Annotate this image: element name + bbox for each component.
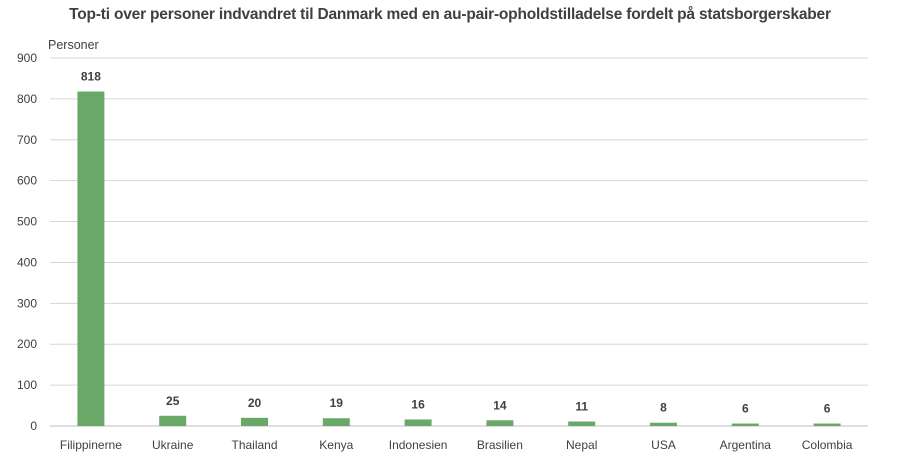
bar [77, 91, 105, 426]
bars [77, 91, 841, 426]
data-label: 25 [166, 394, 180, 408]
data-label: 6 [824, 402, 831, 416]
bar [731, 423, 759, 426]
y-tick-label: 100 [17, 378, 37, 392]
y-tick-label: 500 [17, 215, 37, 229]
data-label: 8 [660, 401, 667, 415]
y-tick-label: 0 [30, 419, 37, 433]
y-tick-label: 400 [17, 255, 37, 269]
data-label: 6 [742, 402, 749, 416]
x-axis-ticks: Filippinerne Ukraine Thailand Kenya Indonesi… [60, 438, 853, 452]
y-axis-unit-label: Personer [48, 38, 99, 52]
gridlines [50, 57, 868, 427]
x-tick-label: Kenya [319, 438, 353, 452]
y-tick-label: 900 [17, 51, 37, 65]
bar [404, 419, 432, 426]
y-tick-label: 800 [17, 92, 37, 106]
y-tick-label: 700 [17, 133, 37, 147]
data-label: 16 [411, 397, 425, 411]
bar [568, 421, 596, 426]
bar [241, 417, 268, 426]
data-labels: 818 25 20 19 16 14 11 8 6 6 [81, 70, 831, 416]
data-label: 19 [330, 396, 344, 410]
chart-title: Top-ti over personer indvandret til Danm… [69, 6, 831, 23]
x-tick-label: Indonesien [389, 438, 448, 452]
bar [813, 423, 841, 426]
x-tick-label: Colombia [802, 438, 853, 452]
x-tick-label: Nepal [566, 438, 597, 452]
x-tick-label: Ukraine [152, 438, 194, 452]
y-tick-label: 300 [17, 296, 37, 310]
bar [322, 418, 350, 426]
data-label: 11 [575, 400, 588, 414]
bar [486, 420, 514, 426]
data-label: 20 [248, 396, 262, 410]
data-label: 818 [81, 70, 101, 84]
bar [650, 422, 677, 426]
y-tick-label: 200 [17, 337, 37, 351]
x-tick-label: Brasilien [477, 438, 523, 452]
y-axis-ticks: 0 100 200 300 400 500 600 700 800 900 [17, 51, 37, 433]
y-tick-label: 600 [17, 174, 37, 188]
x-tick-label: USA [651, 438, 676, 452]
data-label: 14 [493, 398, 507, 412]
x-tick-label: Thailand [231, 438, 277, 452]
bar [159, 415, 187, 426]
x-tick-label: Argentina [720, 438, 772, 452]
x-tick-label: Filippinerne [60, 438, 122, 452]
